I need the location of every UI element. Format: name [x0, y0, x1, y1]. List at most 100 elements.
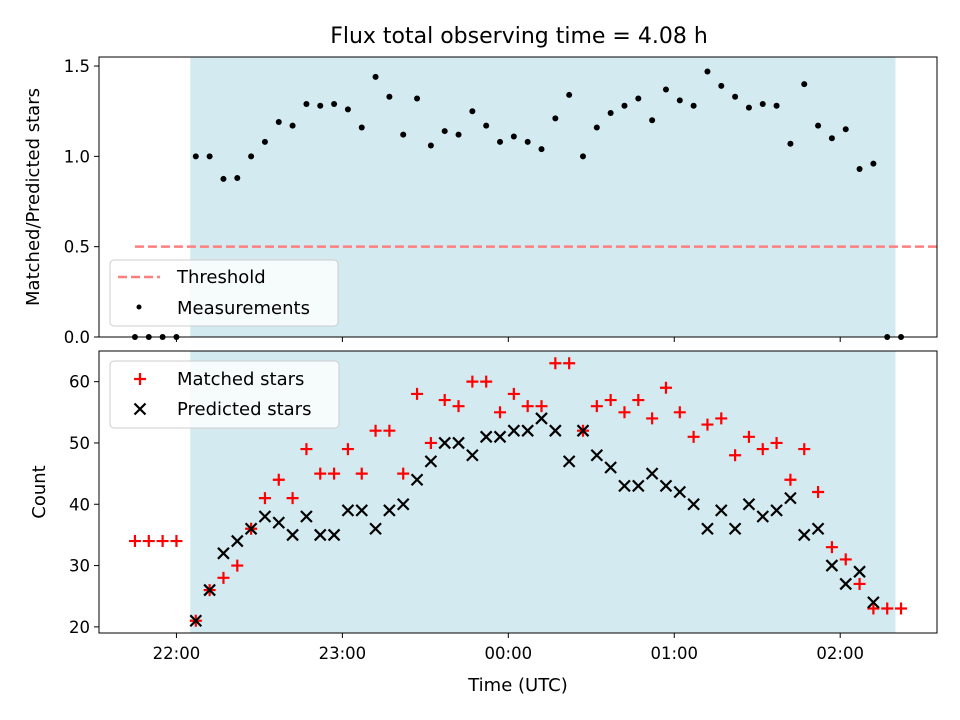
predicted-star-point: [355, 504, 369, 517]
measurement-point: [745, 104, 752, 111]
measurement-point: [524, 138, 531, 145]
measurement-point: [386, 93, 393, 100]
predicted-star-point: [687, 497, 700, 511]
predicted-star-point: [244, 522, 258, 536]
legend-measurements-swatch: [136, 304, 142, 310]
legend-box: [109, 360, 340, 429]
measurement-point: [773, 102, 780, 109]
matched-star-point: [895, 602, 908, 615]
measurement-point: [248, 153, 255, 160]
predicted-star-point: [853, 565, 866, 578]
y-axis-label: Matched/Predicted stars: [23, 88, 44, 306]
matched-star-point: [438, 394, 451, 407]
measurement-point: [469, 108, 476, 115]
legend-predicted-label: Predicted stars: [177, 399, 311, 420]
matched-star-point: [549, 357, 562, 370]
matched-star-point: [286, 492, 299, 505]
measurement-point: [690, 102, 697, 109]
predicted-star-point: [313, 528, 327, 542]
measurement-point: [261, 138, 268, 145]
predicted-star-point: [618, 479, 631, 493]
matched-star-point: [142, 535, 155, 548]
measurement-point: [759, 100, 766, 107]
legend-threshold-label: Threshold: [176, 267, 266, 288]
matched-star-point: [272, 473, 285, 486]
matched-star-point: [424, 436, 437, 449]
matched-star-point: [369, 424, 382, 437]
predicted-star-point: [728, 522, 742, 536]
predicted-star-point: [784, 491, 797, 505]
matched-star-point: [784, 473, 797, 486]
measurement-point: [815, 122, 822, 129]
predicted-star-point: [576, 424, 590, 437]
matched-star-point: [521, 400, 534, 413]
matched-star-point: [466, 375, 479, 388]
matched-star-point: [355, 467, 368, 480]
matched-star-point: [687, 430, 700, 443]
measurement-point: [649, 117, 656, 124]
measurement-point: [593, 124, 600, 131]
measurement-point: [607, 110, 614, 116]
predicted-star-point: [659, 479, 673, 493]
predicted-star-point: [300, 510, 313, 523]
legend-matched-swatch: [134, 373, 146, 385]
predicted-star-point: [217, 547, 230, 560]
y-tick-label: 1.5: [64, 57, 90, 76]
y-tick-label: 20: [69, 618, 90, 637]
predicted-star-point: [327, 528, 341, 542]
measurement-point: [842, 126, 849, 133]
matched-star-point: [618, 406, 631, 419]
measurement-point: [344, 106, 351, 113]
legend-box: [109, 259, 339, 327]
measurement-point: [787, 140, 794, 147]
matched-star-point: [217, 571, 230, 584]
matched-star-point: [535, 400, 548, 413]
predicted-star-point: [466, 448, 479, 462]
measurement-point: [206, 153, 213, 160]
predicted-star-point: [770, 504, 783, 517]
predicted-star-point: [701, 522, 714, 536]
measurement-point: [331, 100, 338, 107]
matched-star-point: [507, 387, 520, 400]
predicted-star-point: [272, 516, 286, 529]
measurement-point: [358, 124, 365, 131]
matched-star-point: [231, 559, 244, 572]
x-tick-label: 22:00: [153, 644, 201, 663]
measurement-point: [289, 122, 296, 129]
legend-predicted-swatch: [133, 402, 147, 416]
matched-star-point: [812, 486, 825, 498]
predicted-star-point: [341, 504, 355, 517]
measurement-point: [441, 128, 448, 135]
measurement-point: [676, 97, 683, 104]
predicted-star-point: [438, 436, 451, 450]
matched-star-point: [590, 400, 603, 413]
predicted-star-point: [714, 504, 728, 517]
matched-star-point: [632, 394, 645, 407]
matched-star-point: [673, 406, 686, 419]
measurement-point: [220, 175, 227, 182]
y-tick-label: 60: [69, 373, 90, 392]
measurement-point: [801, 81, 808, 88]
predicted-star-point: [383, 504, 396, 517]
predicted-star-point: [493, 430, 507, 444]
legend: Matched stars Predicted stars: [109, 360, 340, 429]
measurement-point: [662, 86, 669, 93]
x-tick-label: 00:00: [485, 644, 533, 663]
predicted-star-point: [521, 424, 534, 437]
matched-star-point: [314, 467, 327, 480]
measurement-point: [510, 133, 517, 140]
predicted-star-point: [562, 455, 576, 468]
matched-star-point: [701, 418, 714, 431]
x-tick-label: 01:00: [650, 644, 698, 663]
measurement-point: [427, 142, 434, 149]
measurement-point: [234, 175, 241, 182]
predicted-star-point: [535, 412, 548, 425]
predicted-star-point: [756, 510, 770, 523]
matched-star-point: [563, 357, 576, 370]
matched-star-point: [770, 436, 783, 449]
matched-star-point: [659, 381, 672, 394]
predicted-star-point: [396, 497, 410, 511]
matched-star-point: [756, 443, 769, 456]
measurement-point: [635, 95, 642, 102]
predicted-star-point: [811, 522, 825, 536]
